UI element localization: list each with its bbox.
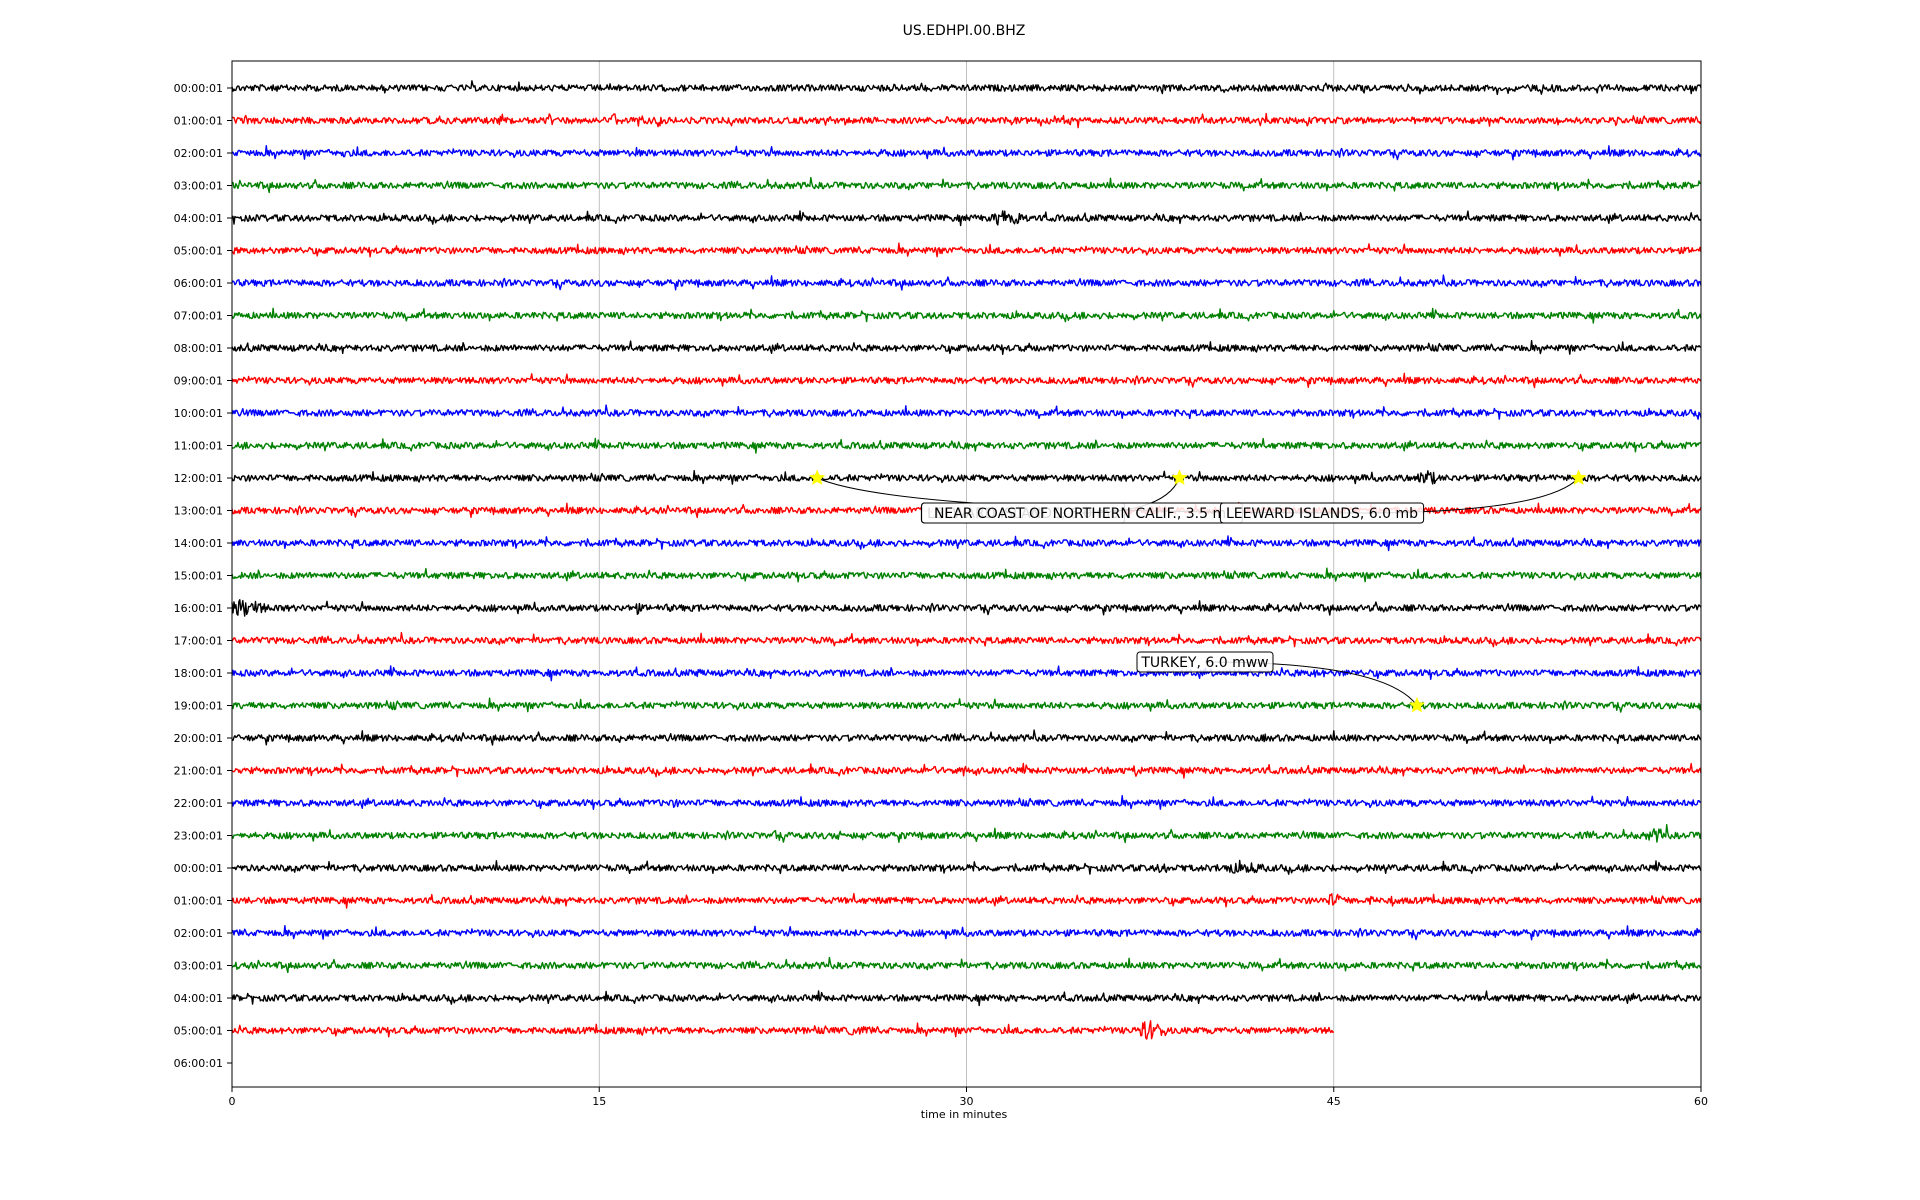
trace-row [231, 145, 1702, 161]
y-tick-label: 00:00:01 [174, 862, 223, 875]
trace-row [231, 112, 1702, 129]
y-tick-label: 00:00:01 [174, 82, 223, 95]
event-marker-star [1171, 469, 1188, 486]
y-tick-label: 15:00:01 [174, 570, 223, 583]
trace-row [231, 437, 1702, 454]
x-axis-label: time in minutes [921, 1108, 1008, 1121]
y-tick-label: 08:00:01 [174, 342, 223, 355]
event-label: LEEWARD ISLANDS, 6.0 mb [1226, 506, 1418, 522]
trace-row [231, 631, 1702, 648]
trace-lines [231, 80, 1702, 1040]
grid-lines [598, 61, 1335, 1087]
trace-row [231, 824, 1702, 844]
x-tick-label: 30 [960, 1095, 974, 1108]
x-tick-label: 45 [1327, 1095, 1341, 1108]
trace-row [231, 404, 1702, 420]
y-tick-label: 01:00:01 [174, 115, 223, 128]
trace-row [231, 697, 1702, 713]
trace-row [231, 990, 1702, 1007]
trace-row [231, 210, 1702, 227]
trace-row [231, 892, 1702, 909]
trace-row [231, 470, 1702, 485]
chart-title: US.EDHPI.00.BHZ [903, 23, 1026, 39]
trace-row [231, 956, 1702, 974]
y-tick-label: 14:00:01 [174, 537, 223, 550]
trace-row [231, 80, 1702, 96]
y-tick-label: 16:00:01 [174, 602, 223, 615]
y-tick-label: 03:00:01 [174, 180, 223, 193]
x-tick-label: 0 [229, 1095, 236, 1108]
y-tick-label: 05:00:01 [174, 1025, 223, 1038]
event-marker-star [1408, 696, 1426, 713]
y-tick-label: 17:00:01 [174, 635, 223, 648]
trace-row [231, 340, 1702, 355]
x-ticks: 0 15 30 45 60 [229, 1087, 1708, 1108]
y-tick-label: 01:00:01 [174, 895, 223, 908]
event-label: NEAR COAST OF NORTHERN CALIF., 3.5 ml [934, 506, 1230, 522]
trace-row [231, 762, 1702, 779]
trace-row [231, 925, 1702, 941]
event-annotations: LEEWARD ISLANDS, 6.0 mbNEAR COAST OF NOR… [808, 469, 1587, 713]
trace-row [231, 274, 1702, 291]
event-marker-star [1570, 469, 1587, 486]
y-tick-label: 22:00:01 [174, 797, 223, 810]
trace-row [231, 176, 1702, 194]
trace-row [231, 599, 1702, 617]
trace-row [231, 535, 1702, 552]
trace-row [231, 1020, 1335, 1040]
trace-row [231, 729, 1702, 746]
y-tick-label: 19:00:01 [174, 700, 223, 713]
y-tick-label: 06:00:01 [174, 1057, 223, 1070]
x-tick-label: 60 [1694, 1095, 1708, 1108]
y-tick-label: 04:00:01 [174, 212, 223, 225]
y-tick-label: 02:00:01 [174, 147, 223, 160]
event-label-box [1219, 502, 1425, 524]
y-tick-label: 13:00:01 [174, 505, 223, 518]
y-tick-label: 12:00:01 [174, 472, 223, 485]
y-tick-label: 04:00:01 [174, 992, 223, 1005]
y-tick-label: 18:00:01 [174, 667, 223, 680]
trace-row [231, 859, 1702, 875]
y-tick-label: 07:00:01 [174, 310, 223, 323]
event-annotation: LEEWARD ISLANDS, 6.0 mb [1219, 469, 1587, 524]
y-tick-label: 03:00:01 [174, 960, 223, 973]
y-tick-label: 10:00:01 [174, 407, 223, 420]
event-marker-star [808, 469, 826, 486]
y-tick-label: 02:00:01 [174, 927, 223, 940]
event-annotation: NEAR COAST OF NORTHERN CALIF., 3.5 ml [921, 469, 1243, 524]
trace-row [231, 307, 1702, 324]
trace-row [231, 567, 1702, 583]
event-label-box [1136, 651, 1274, 673]
trace-row [231, 665, 1702, 682]
event-label: TURKEY, 6.0 mww [1140, 655, 1268, 671]
event-annotation: TURKEY, 6.0 mww [1136, 651, 1426, 713]
y-tick-label: 11:00:01 [174, 440, 223, 453]
x-tick-label: 15 [592, 1095, 606, 1108]
plot-frame [231, 60, 1702, 1088]
trace-row [231, 242, 1702, 258]
trace-row [231, 795, 1702, 810]
y-tick-label: 21:00:01 [174, 765, 223, 778]
y-tick-label: 05:00:01 [174, 245, 223, 258]
y-tick-label: 23:00:01 [174, 830, 223, 843]
y-tick-labels: 00:00:01 01:00:01 02:00:01 03:00:01 04:00:01… [174, 82, 232, 1070]
y-tick-label: 20:00:01 [174, 732, 223, 745]
y-tick-label: 06:00:01 [174, 277, 223, 290]
y-tick-label: 09:00:01 [174, 375, 223, 388]
trace-row [231, 372, 1702, 389]
